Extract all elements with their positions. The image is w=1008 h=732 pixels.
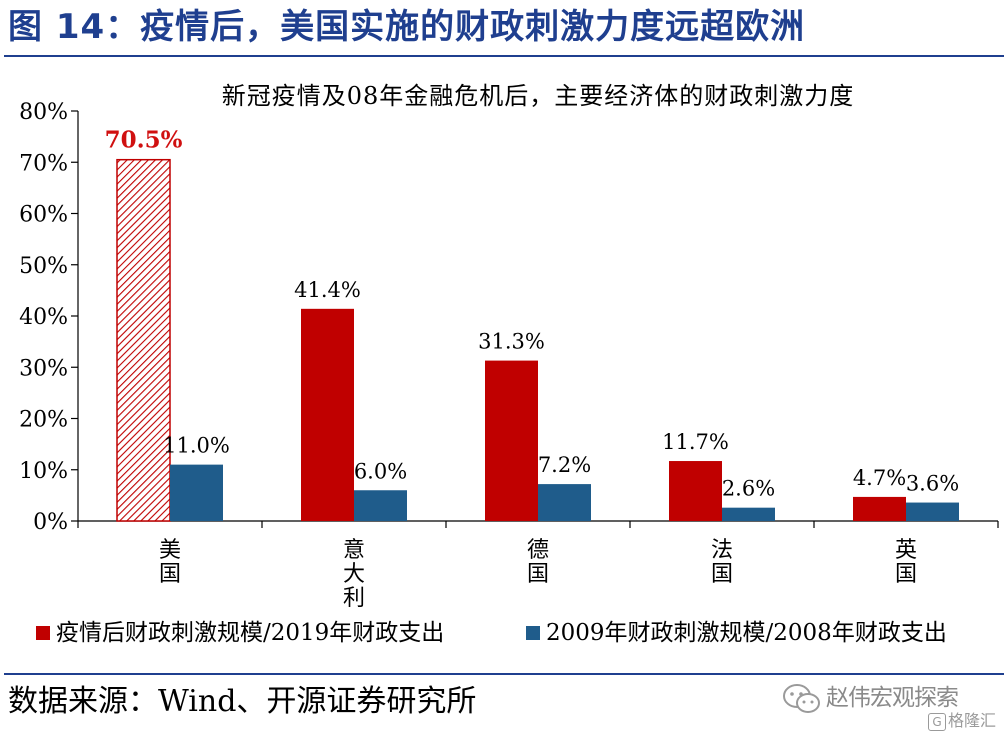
bar-covid-stimulus: [669, 461, 722, 521]
x-category-label: 国: [159, 562, 181, 587]
x-category-label: 法: [711, 538, 733, 563]
x-category-label: 国: [711, 562, 733, 587]
y-tick-label: 50%: [19, 254, 68, 279]
data-label: 31.3%: [478, 330, 545, 354]
bar-crisis-2009-stimulus: [170, 464, 223, 521]
data-label: 11.0%: [163, 434, 230, 458]
data-label: 7.2%: [538, 453, 591, 477]
bars: [116, 158, 959, 522]
x-category-label: 利: [343, 586, 365, 611]
watermark-text: 赵伟宏观探索: [826, 685, 959, 711]
legend-label: 2009年财政刺激规模/2008年财政支出: [546, 620, 947, 646]
x-category-label: 英: [895, 538, 917, 563]
data-label: 3.6%: [906, 472, 959, 496]
y-tick-label: 30%: [19, 356, 68, 381]
badge-g-icon: G: [928, 713, 946, 731]
x-category-label: 国: [527, 562, 549, 587]
watermark-badge-text: 格隆汇: [948, 711, 997, 730]
x-category-label: 大: [343, 562, 365, 587]
data-label: 70.5%: [105, 127, 183, 154]
legend-swatch: [526, 626, 540, 640]
figure-title: 图 14：疫情后，美国实施的财政刺激力度远超欧洲: [8, 7, 806, 47]
y-tick-label: 60%: [19, 203, 68, 228]
title-divider: [4, 55, 1004, 57]
legend-label: 疫情后财政刺激规模/2019年财政支出: [56, 620, 444, 646]
x-category-label: 德: [527, 538, 549, 563]
bar-crisis-2009-stimulus: [722, 507, 775, 521]
x-category-label: 美: [159, 538, 181, 563]
y-tick-label: 0%: [33, 510, 68, 535]
data-labels: 70.5% 41.4% 31.3% 11.7% 4.7% 11.0% 6.0% 7.2% 2.6…: [105, 127, 960, 501]
data-label: 11.7%: [662, 430, 729, 454]
bar-crisis-2009-stimulus: [538, 484, 591, 521]
data-label: 2.6%: [722, 477, 775, 501]
x-category-label: 国: [895, 562, 917, 587]
data-label: 4.7%: [853, 466, 906, 490]
y-axis: 0% 10% 20% 30% 40% 50% 60% 70% 80%: [19, 100, 79, 535]
y-tick-label: 40%: [19, 305, 68, 330]
data-label: 41.4%: [294, 278, 361, 302]
y-tick-label: 10%: [19, 459, 68, 484]
bar-covid-stimulus: [301, 308, 354, 521]
y-tick-label: 20%: [19, 408, 68, 433]
x-category-label: 意: [343, 538, 365, 563]
watermark-badge: G 格隆汇: [928, 707, 996, 731]
bar-covid-stimulus: [853, 496, 906, 521]
legend-swatch: [36, 626, 50, 640]
source-note: 数据来源：Wind、开源证券研究所: [8, 684, 477, 719]
source-divider: [4, 673, 1004, 675]
y-tick-label: 80%: [19, 100, 68, 125]
bar-crisis-2009-stimulus: [906, 502, 959, 521]
bar-covid-stimulus: [116, 158, 171, 522]
wechat-icon: [783, 684, 820, 713]
bar-chart: 新冠疫情及08年金融危机后，主要经济体的财政刺激力度 0% 10% 20% 30% 40…: [19, 82, 999, 646]
bar-covid-stimulus: [485, 360, 538, 521]
bar-crisis-2009-stimulus: [354, 490, 407, 521]
y-tick-label: 70%: [19, 151, 68, 176]
chart-title: 新冠疫情及08年金融危机后，主要经济体的财政刺激力度: [222, 82, 855, 110]
data-label: 6.0%: [354, 459, 407, 483]
legend: 疫情后财政刺激规模/2019年财政支出 2009年财政刺激规模/2008年财政支出: [36, 620, 947, 646]
watermark: 赵伟宏观探索 G 格隆汇: [782, 674, 1004, 731]
